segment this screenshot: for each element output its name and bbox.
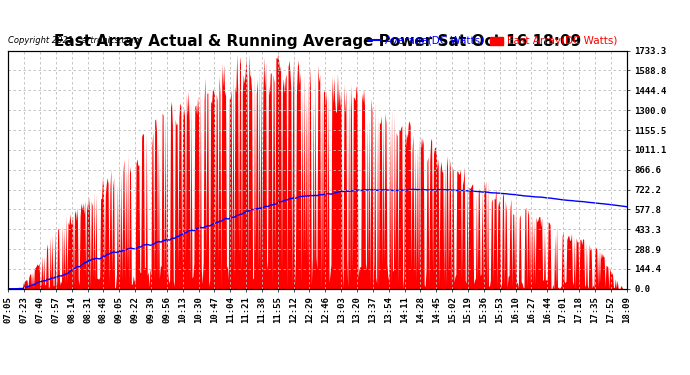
Legend: Average(DC Watts), East Array(DC Watts): Average(DC Watts), East Array(DC Watts) <box>364 32 621 50</box>
Text: Copyright 2021 Cartronics.com: Copyright 2021 Cartronics.com <box>8 36 139 45</box>
Title: East Array Actual & Running Average Power Sat Oct 16 18:09: East Array Actual & Running Average Powe… <box>54 34 581 50</box>
